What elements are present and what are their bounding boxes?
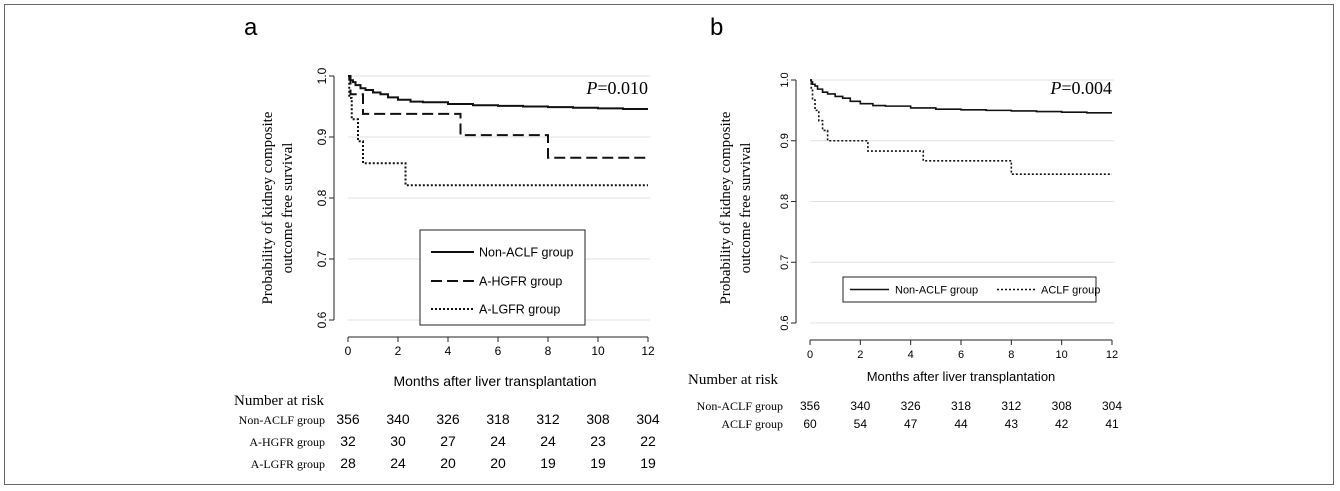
risk-value: 356 [800, 399, 820, 413]
risk-value: 54 [854, 417, 868, 431]
risk-value: 356 [336, 411, 360, 427]
y-tick-label: 0.9 [315, 128, 329, 145]
legend-label: A-HGFR group [479, 274, 562, 288]
panel-label: b [710, 14, 723, 41]
series-line-non-aclf-group [348, 75, 648, 110]
risk-value: 28 [340, 455, 356, 471]
y-tick-label: 0.7 [315, 250, 329, 267]
legend: Non-ACLF group ACLF group [842, 276, 1100, 303]
risk-value: 19 [540, 455, 556, 471]
risk-value: 23 [590, 433, 606, 449]
legend-label: ACLF group [1041, 284, 1100, 296]
risk-value: 27 [440, 433, 456, 449]
series-line-aclf-group [810, 79, 1112, 175]
x-tick-label: 8 [1008, 349, 1014, 361]
p-value-number: =0.004 [1061, 78, 1112, 98]
risk-value: 304 [1102, 399, 1122, 413]
risk-value: 22 [640, 433, 656, 449]
y-tick-label: 1.0 [779, 72, 791, 87]
risk-value: 308 [586, 411, 610, 427]
series-line-a-lgfr-group [348, 75, 648, 187]
legend-label: Non-ACLF group [479, 245, 574, 259]
risk-value: 24 [540, 433, 556, 449]
p-value: P=0.004 [1049, 78, 1112, 98]
risk-table: Number at risk Non-ACLF group 356 340 326 318… [688, 372, 1122, 431]
risk-value: 41 [1105, 417, 1119, 431]
y-tick-label: 0.9 [779, 133, 791, 148]
p-value-symbol: P [585, 78, 597, 98]
risk-value: 19 [590, 455, 606, 471]
series-line-non-aclf-group [810, 79, 1112, 114]
y-axis-label: Probability of kidney composite [718, 111, 734, 304]
x-axis-label: Months after liver transplantation [393, 373, 596, 389]
risk-value: 24 [390, 455, 406, 471]
risk-row-label: ACLF group [721, 417, 783, 431]
y-axis-label: outcome free survival [280, 143, 296, 274]
legend-label: A-LGFR group [479, 302, 560, 316]
x-tick-label: 0 [807, 349, 813, 361]
panel-label: a [244, 14, 258, 41]
risk-value: 304 [636, 411, 660, 427]
risk-value: 312 [536, 411, 560, 427]
x-tick-label: 6 [495, 344, 502, 358]
panel-b: b 0.6 0.7 0.8 0.9 1.0 0 2 4 6 8 10 12 Probability of … [688, 14, 1122, 431]
risk-value: 20 [440, 455, 456, 471]
legend-label: Non-ACLF group [895, 284, 978, 296]
risk-value: 44 [954, 417, 968, 431]
y-tick-label: 0.8 [315, 189, 329, 206]
series-line-a-hgfr-group [348, 75, 648, 159]
risk-value: 60 [803, 417, 817, 431]
x-tick-label: 10 [591, 344, 605, 358]
risk-value: 318 [951, 399, 971, 413]
x-tick-label: 10 [1056, 349, 1068, 361]
y-tick-label: 0.8 [779, 194, 791, 209]
risk-value: 24 [490, 433, 506, 449]
risk-table-title: Number at risk [688, 372, 778, 388]
p-value-number: =0.010 [597, 78, 648, 98]
risk-value: 312 [1001, 399, 1021, 413]
risk-value: 340 [850, 399, 870, 413]
x-tick-label: 4 [445, 344, 452, 358]
x-tick-label: 6 [958, 349, 964, 361]
x-tick-label: 8 [545, 344, 552, 358]
risk-table-title: Number at risk [234, 393, 324, 409]
risk-row-label: A-HGFR group [249, 435, 325, 449]
risk-value: 340 [386, 411, 410, 427]
y-axis-label: outcome free survival [738, 143, 754, 274]
legend: Non-ACLF group A-HGFR group A-LGFR group [419, 229, 586, 326]
risk-value: 19 [640, 455, 656, 471]
y-axis-label: Probability of kidney composite [260, 111, 276, 304]
x-tick-label: 2 [857, 349, 863, 361]
p-value: P=0.010 [585, 78, 648, 98]
figure-frame [4, 4, 1334, 485]
risk-value: 326 [901, 399, 921, 413]
risk-value: 326 [436, 411, 460, 427]
risk-value: 318 [486, 411, 510, 427]
y-tick-label: 1.0 [315, 67, 329, 84]
risk-value: 20 [490, 455, 506, 471]
y-tick-label: 0.6 [779, 315, 791, 330]
risk-value: 43 [1005, 417, 1019, 431]
y-tick-label: 0.6 [315, 311, 329, 328]
risk-table: Number at risk Non-ACLF group 356 340 326 318… [234, 393, 660, 471]
y-tick-label: 0.7 [779, 255, 791, 270]
x-tick-label: 12 [1106, 349, 1118, 361]
risk-value: 308 [1052, 399, 1072, 413]
x-tick-label: 2 [395, 344, 402, 358]
p-value-symbol: P [1049, 78, 1061, 98]
x-axis-label: Months after liver transplantation [867, 369, 1056, 384]
risk-value: 47 [904, 417, 918, 431]
risk-row-label: Non-ACLF group [239, 413, 325, 427]
risk-value: 32 [340, 433, 356, 449]
risk-value: 42 [1055, 417, 1069, 431]
x-tick-label: 4 [908, 349, 914, 361]
x-tick-label: 12 [641, 344, 655, 358]
risk-value: 30 [390, 433, 406, 449]
x-tick-label: 0 [345, 344, 352, 358]
risk-row-label: Non-ACLF group [697, 399, 783, 413]
risk-row-label: A-LGFR group [251, 457, 325, 471]
